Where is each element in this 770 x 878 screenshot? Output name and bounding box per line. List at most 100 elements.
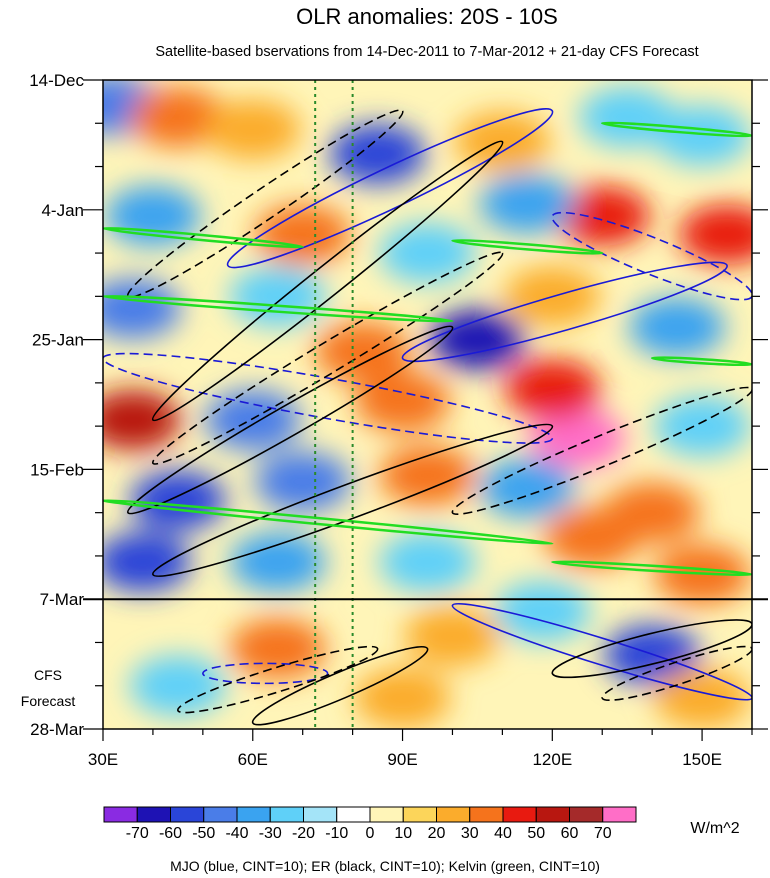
anomaly-cell-28: [479, 457, 576, 518]
anomaly-cell-16: [629, 297, 726, 358]
kelvin-contour-20: [451, 238, 604, 255]
colorbar-label-13: 60: [561, 825, 579, 842]
colorbar-swatch-8: [369, 806, 404, 823]
anomaly-cell-12: [479, 173, 576, 234]
anomaly-cell-10: [254, 204, 351, 265]
anomaly-cell-1: [129, 87, 226, 148]
anomaly-cell-18: [314, 321, 411, 382]
colorbar-label-14: 70: [594, 825, 612, 842]
colorbar-swatch-10: [436, 806, 471, 823]
x-tick-label-4: 150E: [682, 750, 722, 769]
colorbar-swatch-2: [170, 806, 205, 823]
y-tick-label-0: 14-Dec: [29, 71, 84, 90]
colorbar-swatch-3: [203, 806, 238, 823]
kelvin-contour-22: [650, 356, 752, 367]
colorbar-swatch-11: [469, 806, 504, 823]
colorbar-label-6: -10: [325, 825, 348, 842]
colorbar-label-0: -70: [126, 825, 149, 842]
kelvin-contour-21: [551, 560, 752, 577]
footnote: MJO (blue, CINT=10); ER (black, CINT=10)…: [170, 858, 600, 874]
reference-longitudes: [314, 80, 354, 729]
anomaly-cell-23: [504, 359, 601, 420]
mjo-contour-1: [401, 261, 728, 363]
anomaly-cell-20: [204, 389, 301, 450]
chart-title: OLR anomalies: 20S - 10S: [296, 4, 558, 29]
y-axis: 14-Dec 4-Jan 25-Jan 15-Feb 7-Mar 28-Mar: [29, 71, 768, 739]
anomaly-cell-35: [229, 618, 326, 679]
er-contour-10: [551, 619, 752, 679]
colorbar-label-11: 40: [494, 825, 512, 842]
er-contour-8: [152, 423, 554, 577]
y-tick-label-5: 28-Mar: [30, 720, 84, 739]
anomaly-cell-3: [329, 124, 426, 185]
contour-lines: [103, 108, 752, 726]
kelvin-contour-17: [103, 498, 554, 546]
colorbar-label-2: -50: [192, 825, 215, 842]
forecast-label-line-2: Forecast: [21, 693, 76, 709]
er-contour-11: [126, 109, 404, 298]
anomaly-cell-19: [103, 389, 181, 450]
anomaly-cell-5: [579, 87, 676, 148]
y-tick-label-2: 25-Jan: [32, 331, 84, 350]
colorbar-swatch-0: [103, 806, 138, 823]
anomaly-cell-40: [354, 668, 451, 729]
colorbar-label-8: 10: [394, 825, 412, 842]
colorbar-swatch-5: [269, 806, 304, 823]
x-tick-label-3: 120E: [532, 750, 572, 769]
anomaly-cell-8: [679, 204, 752, 265]
mjo-contour-0: [226, 108, 554, 269]
anomaly-cell-38: [494, 581, 591, 642]
anomaly-cell-6: [654, 105, 751, 166]
anomaly-cell-30: [103, 532, 191, 593]
anomaly-cell-9: [104, 185, 201, 246]
er-contour-14: [177, 645, 379, 714]
anomaly-cell-26: [254, 451, 351, 512]
colorbar-swatch-6: [303, 806, 338, 823]
er-contour-7: [126, 325, 454, 515]
anomaly-cell-24: [654, 396, 751, 457]
anomaly-cell-36: [404, 606, 501, 667]
colorbar-swatch-14: [569, 806, 604, 823]
er-contour-13: [451, 386, 752, 516]
colorbar-swatch-13: [535, 806, 570, 823]
anomaly-cell-13: [103, 278, 181, 339]
colorbar-label-1: -60: [159, 825, 182, 842]
er-contour-12: [151, 251, 504, 465]
anomaly-cell-39: [129, 655, 226, 716]
plot-frame: [102, 79, 753, 730]
colorbar-swatch-7: [336, 806, 371, 823]
x-tick-label-1: 60E: [238, 750, 268, 769]
anomaly-cell-2: [204, 99, 301, 160]
x-tick-label-2: 90E: [387, 750, 417, 769]
olr-anomaly-field: [103, 80, 752, 729]
anomaly-cell-33: [544, 507, 641, 568]
colorbar-swatch-9: [402, 806, 437, 823]
colorbar-label-12: 50: [527, 825, 545, 842]
colorbar-label-5: -20: [292, 825, 315, 842]
x-tick-label-0: 30E: [88, 750, 118, 769]
colorbar-swatch-15: [602, 806, 637, 823]
anomaly-cell-32: [379, 532, 476, 593]
colorbar-label-4: -30: [259, 825, 282, 842]
y-tick-label-3: 15-Feb: [30, 460, 84, 479]
anomaly-cell-15: [429, 309, 526, 370]
y-tick-label-4: 7-Mar: [40, 590, 85, 609]
anomaly-cell-14: [229, 266, 326, 327]
colorbar-label-3: -40: [225, 825, 248, 842]
x-axis: 30E 60E 90E 120E 150E: [88, 729, 753, 769]
colorbar: -70 -60 -50 -40 -30 -20 -10 0 10 20 30 40 50 60 70: [103, 806, 637, 842]
anomaly-cell-21: [354, 371, 451, 432]
colorbar-label-9: 20: [428, 825, 446, 842]
forecast-label-line-1: CFS: [34, 667, 62, 683]
anomaly-cell-7: [554, 185, 651, 246]
chart-subtitle: Satellite-based bservations from 14-Dec-…: [155, 44, 698, 60]
anomaly-cell-27: [379, 445, 476, 506]
colorbar-swatch-12: [502, 806, 537, 823]
colorbar-label-10: 30: [461, 825, 479, 842]
anomaly-cell-22: [529, 408, 626, 469]
units-label: W/m^2: [690, 820, 739, 837]
anomaly-cell-41: [654, 668, 751, 729]
er-contour-9: [251, 645, 429, 726]
y-tick-label-1: 4-Jan: [41, 201, 84, 220]
